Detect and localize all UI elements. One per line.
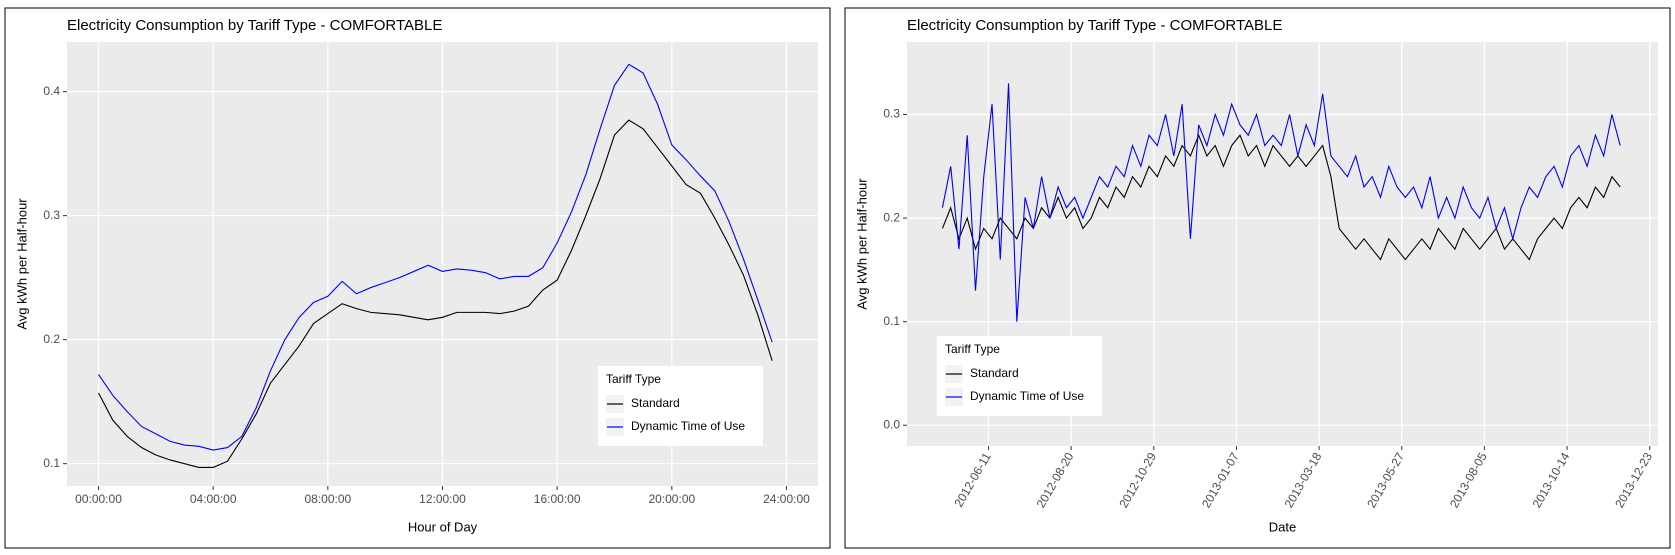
legend-label: Dynamic Time of Use: [970, 389, 1084, 403]
series-line: [941, 133, 1621, 261]
series-line: [98, 119, 773, 468]
x-tick-label: 16:00:00: [534, 492, 581, 506]
x-tick-label: 08:00:00: [304, 492, 351, 506]
x-tick-label: 12:00:00: [419, 492, 466, 506]
legend: Tariff Type Standard Dynamic Time of Use: [598, 366, 763, 446]
x-tick-label: 20:00:00: [648, 492, 695, 506]
x-tick-label: 04:00:00: [190, 492, 237, 506]
legend-label: Standard: [631, 396, 680, 410]
legend-label: Standard: [970, 366, 1019, 380]
title: Electricity Consumption by Tariff Type -…: [67, 17, 442, 34]
y-tick-label: 0.2: [883, 210, 900, 224]
legend-box: [937, 336, 1102, 416]
y-tick-label: 0.2: [43, 332, 60, 346]
x-tick-label: 00:00:00: [75, 492, 122, 506]
y-tick-label: 0.3: [883, 107, 900, 121]
chart-panel: Electricity Consumption by Tariff Type -…: [844, 7, 1671, 549]
y-axis-title: Avg kWh per Half-hour: [14, 198, 29, 330]
series-line: [941, 83, 1621, 322]
legend-title: Tariff Type: [945, 342, 1000, 356]
chart-panel: Electricity Consumption by Tariff Type -…: [4, 7, 831, 549]
y-tick-label: 0.4: [43, 84, 60, 98]
y-tick-label: 0.1: [43, 456, 60, 470]
y-tick-label: 0.1: [883, 314, 900, 328]
y-tick-label: 0.0: [883, 417, 900, 431]
series-line: [98, 63, 773, 451]
legend-label: Dynamic Time of Use: [631, 419, 745, 433]
y-axis-title: Avg kWh per Half-hour: [854, 178, 869, 310]
x-axis-title: Hour of Day: [408, 519, 478, 534]
legend: Tariff Type Standard Dynamic Time of Use: [937, 336, 1102, 416]
title: Electricity Consumption by Tariff Type -…: [907, 17, 1282, 34]
x-axis-title: Date: [1269, 519, 1296, 534]
x-tick-label: 24:00:00: [763, 492, 810, 506]
y-tick-label: 0.3: [43, 208, 60, 222]
legend-box: [598, 366, 763, 446]
legend-title: Tariff Type: [606, 372, 661, 386]
